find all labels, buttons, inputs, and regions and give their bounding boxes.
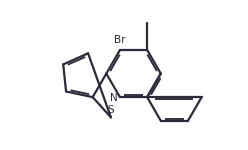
Text: S: S xyxy=(108,105,114,116)
Text: Br: Br xyxy=(114,35,126,45)
Text: N: N xyxy=(110,93,118,103)
